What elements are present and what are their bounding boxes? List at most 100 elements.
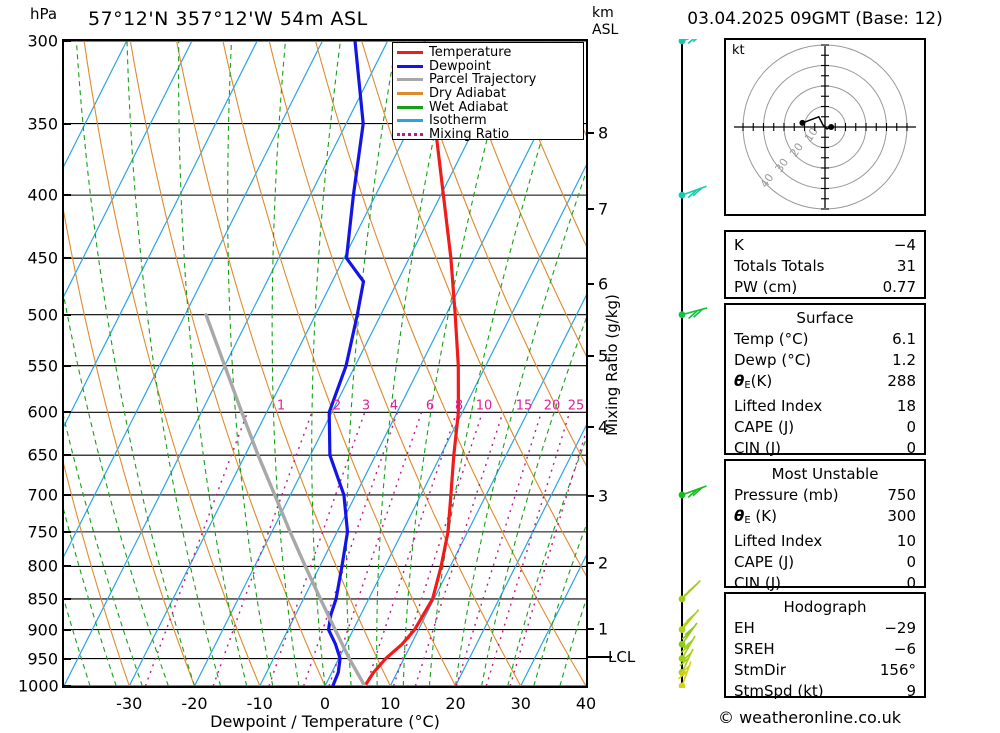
- legend-item-isotherm: Isotherm: [397, 114, 579, 128]
- mixing-ratio-label-10: 10: [475, 398, 493, 414]
- height-tick-mark-4: [586, 425, 594, 428]
- temperature-tick-20: 20: [445, 694, 466, 713]
- legend-swatch-icon: [397, 119, 423, 123]
- pressure-tick-350: 350: [27, 114, 58, 134]
- mixing-ratio-label-6: 6: [425, 398, 435, 414]
- row-value: 10: [896, 532, 916, 550]
- skewt-plot-area: [62, 39, 588, 688]
- row-key: Lifted Index: [734, 532, 823, 550]
- index-row: Totals Totals 31: [734, 256, 916, 277]
- surface-row: CIN (J) 0: [734, 438, 916, 459]
- index-row: PW (cm) 0.77: [734, 277, 916, 298]
- row-value: −4: [893, 236, 916, 254]
- row-key: CIN (J): [734, 439, 782, 457]
- most-unstable-row: Pressure (mb) 750: [734, 485, 916, 506]
- temperature-tick-0: 0: [319, 694, 331, 713]
- pressure-tick-700: 700: [27, 485, 58, 505]
- hodograph-stats-panel: Hodograph EH −29 SREH −6 StmDir 156° StmSpd (kt…: [724, 592, 926, 700]
- wind-barb-950: [678, 635, 696, 662]
- pressure-tick-mark-650: [64, 454, 71, 457]
- height-tick-4: 4: [598, 417, 609, 437]
- row-key: Temp (°C): [734, 330, 809, 348]
- row-value: 300: [887, 507, 916, 525]
- mixing-ratio-label-20: 20: [543, 398, 561, 414]
- pressure-tick-mark-350: [64, 122, 71, 125]
- pressure-tick-950: 950: [27, 649, 58, 669]
- height-tick-mark-5: [586, 355, 594, 358]
- stability-indices-panel: K −4 Totals Totals 31 PW (cm) 0.77: [724, 230, 926, 299]
- pressure-tick-300: 300: [27, 31, 58, 51]
- temperature-tick-30: 30: [510, 694, 531, 713]
- mixing-ratio-label-8: 8: [454, 398, 464, 414]
- row-value: 18: [896, 397, 916, 415]
- mixing-ratio-label-25: 25: [567, 398, 585, 414]
- pressure-tick-550: 550: [27, 356, 58, 376]
- mixing-ratio-axis-title: Mixing Ratio (g/kg): [603, 294, 621, 436]
- most-unstable-panel-title: Most Unstable: [771, 465, 879, 483]
- wind-barb-1000: [677, 661, 692, 690]
- temperature-tick-40: 40: [575, 694, 597, 713]
- hodograph-row: EH −29: [734, 618, 916, 639]
- pressure-tick-600: 600: [27, 402, 58, 422]
- row-value: −6: [893, 640, 916, 658]
- pressure-tick-450: 450: [27, 248, 58, 268]
- legend: Temperature Dewpoint Parcel Trajectory Dry …: [392, 42, 584, 141]
- wind-barb-300: [678, 31, 707, 45]
- row-key: Dewp (°C): [734, 351, 812, 369]
- legend-swatch-icon: [397, 78, 423, 82]
- legend-item-wet-adiabat: Wet Adiabat: [397, 100, 579, 114]
- surface-panel-title: Surface: [796, 309, 854, 327]
- pressure-tick-650: 650: [27, 445, 58, 465]
- mixing-ratio-label-15: 15: [515, 398, 533, 414]
- row-value: 31: [896, 257, 916, 275]
- row-value: 0: [906, 553, 916, 571]
- legend-item-dewpoint: Dewpoint: [397, 60, 579, 74]
- pressure-tick-1000: 1000: [18, 676, 59, 696]
- pressure-tick-mark-300: [64, 40, 71, 42]
- surface-row: Temp (°C) 6.1: [734, 329, 916, 350]
- height-tick-mark-2: [586, 562, 594, 565]
- most-unstable-row: CIN (J) 0: [734, 573, 916, 594]
- wind-barb-400: [678, 185, 707, 199]
- pressure-unit-label: hPa: [30, 5, 58, 23]
- legend-swatch-icon: [397, 105, 423, 109]
- hodograph-row: StmSpd (kt) 9: [734, 681, 916, 702]
- mixing-ratio-label-2: 2: [332, 398, 342, 414]
- row-key: PW (cm): [734, 278, 798, 296]
- row-value: 0: [906, 439, 916, 457]
- row-key: Totals Totals: [734, 257, 825, 275]
- height-tick-1: 1: [598, 619, 609, 639]
- wind-barb-700: [678, 485, 707, 499]
- height-tick-mark-3: [586, 494, 594, 497]
- hodograph-ring-label-30: 30: [773, 156, 792, 175]
- lcl-label: LCL: [608, 648, 636, 667]
- row-value: 0: [906, 418, 916, 436]
- wind-barb-svg: [677, 31, 708, 690]
- row-key: CAPE (J): [734, 418, 795, 436]
- legend-label: Wet Adiabat: [429, 99, 509, 115]
- row-value: 1.2: [892, 351, 916, 369]
- mixing-ratio-label-3: 3: [361, 398, 371, 414]
- legend-swatch-icon: [397, 64, 423, 68]
- pressure-tick-mark-950: [64, 657, 71, 660]
- row-value: 0: [906, 574, 916, 592]
- most-unstable-row: θE (K) 300: [734, 506, 916, 531]
- height-unit-label-line2: ASL: [592, 22, 619, 38]
- row-key: StmSpd (kt): [734, 682, 824, 700]
- row-key: K: [734, 236, 744, 254]
- height-tick-8: 8: [598, 123, 609, 143]
- pressure-tick-850: 850: [27, 589, 58, 609]
- most-unstable-row: Lifted Index 10: [734, 531, 916, 552]
- height-tick-3: 3: [598, 486, 609, 506]
- hodograph-ring-label-40: 40: [758, 171, 777, 190]
- pressure-tick-mark-500: [64, 313, 71, 316]
- height-tick-mark-1: [586, 627, 594, 630]
- legend-label: Parcel Trajectory: [429, 72, 537, 88]
- temperature-tick--30: -30: [116, 694, 143, 713]
- legend-label: Dry Adiabat: [429, 86, 506, 102]
- row-key: EH: [734, 619, 755, 637]
- hodograph-plot: kt 10 20 30 40: [724, 38, 926, 216]
- height-tick-mark-6: [586, 282, 594, 285]
- temperature-tick--10: -10: [246, 694, 273, 713]
- surface-row: Lifted Index 18: [734, 396, 916, 417]
